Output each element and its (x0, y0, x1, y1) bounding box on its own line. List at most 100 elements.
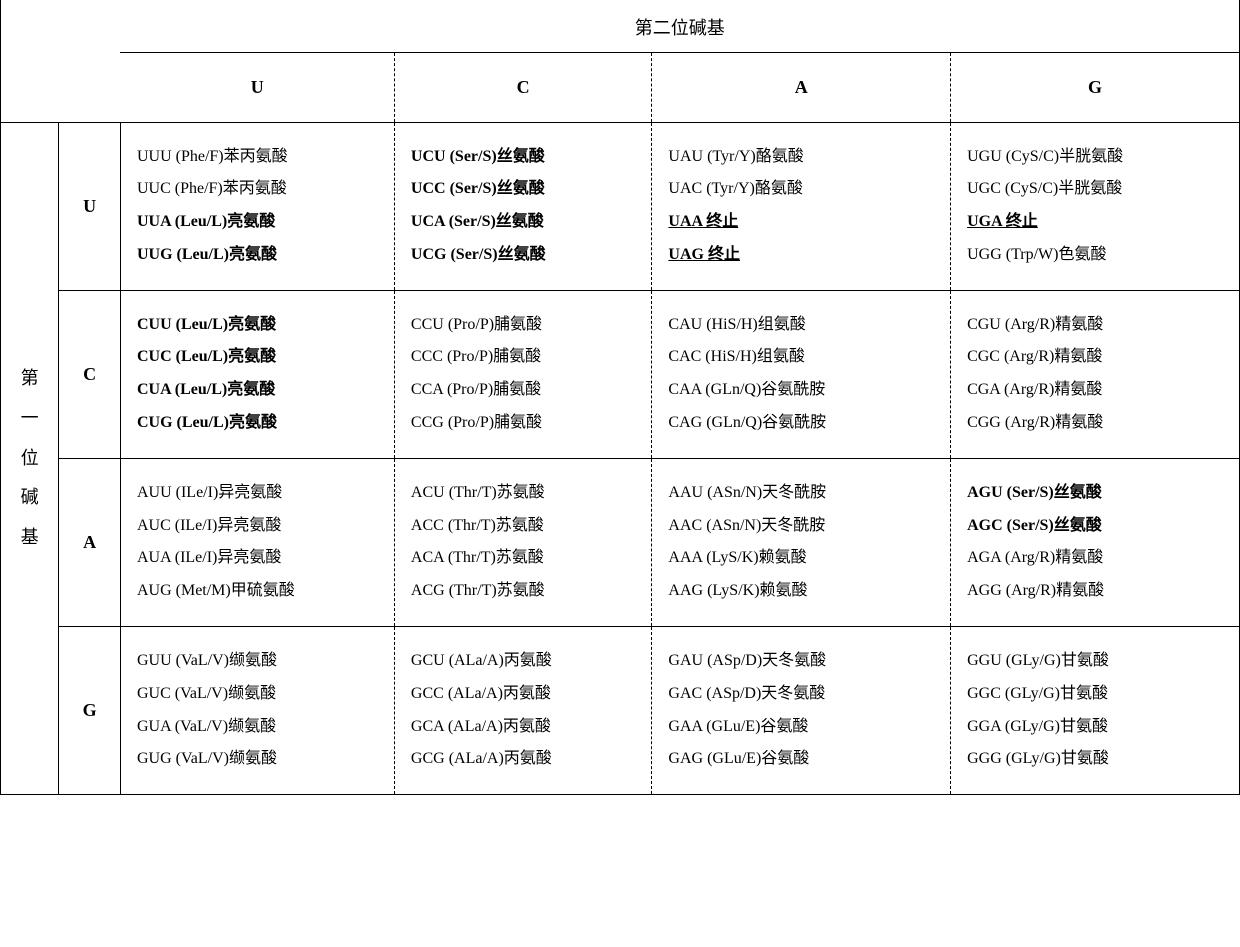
codon-AC-2: ACA (Thr/T)苏氨酸 (411, 542, 651, 575)
cell-UA: UAU (Tyr/Y)酪氨酸UAC (Tyr/Y)酪氨酸UAA 终止UAG 终止 (652, 123, 950, 290)
cell-UU: UUU (Phe/F)苯丙氨酸UUC (Phe/F)苯丙氨酸UUA (Leu/L… (121, 123, 394, 290)
col-header-C: C (394, 52, 651, 122)
row-label-G: G (59, 627, 121, 795)
top-title-row: 第二位碱基 (1, 2, 1239, 52)
codon-UG-2: UGA 终止 (967, 206, 1239, 239)
codon-UA-0: UAU (Tyr/Y)酪氨酸 (668, 141, 950, 174)
cell-AU: AUU (ILe/I)异亮氨酸AUC (ILe/I)异亮氨酸AUA (ILe/I… (121, 459, 394, 626)
codon-CG-2: CGA (Arg/R)精氨酸 (967, 374, 1239, 407)
codon-GC-0: GCU (ALa/A)丙氨酸 (411, 645, 651, 678)
ltc-2: 位 (1, 439, 58, 479)
codon-GU-2: GUA (VaL/V)缬氨酸 (137, 711, 394, 744)
cell-GA: GAU (ASp/D)天冬氨酸GAC (ASp/D)天冬氨酸GAA (GLu/E… (652, 627, 950, 794)
codon-CA-3: CAG (GLn/Q)谷氨酰胺 (668, 407, 950, 440)
codon-CU-2: CUA (Leu/L)亮氨酸 (137, 374, 394, 407)
row-label-A: A (59, 458, 121, 626)
ltc-3: 碱 (1, 478, 58, 518)
codon-GC-2: GCA (ALa/A)丙氨酸 (411, 711, 651, 744)
codon-AG-2: AGA (Arg/R)精氨酸 (967, 542, 1239, 575)
codon-CA-2: CAA (GLn/Q)谷氨酰胺 (668, 374, 950, 407)
codon-UA-3: UAG 终止 (668, 239, 950, 272)
codon-table-container: 第二位碱基 U C A G 第 一 位 碱 基 U UUU (Phe/F)苯丙氨… (0, 0, 1240, 795)
codon-CC-1: CCC (Pro/P)脯氨酸 (411, 341, 651, 374)
cell-UG: UGU (CyS/C)半胱氨酸UGC (CyS/C)半胱氨酸UGA 终止UGG … (951, 123, 1239, 290)
cell-GU: GUU (VaL/V)缬氨酸GUC (VaL/V)缬氨酸GUA (VaL/V)缬… (121, 627, 394, 794)
cell-CC: CCU (Pro/P)脯氨酸CCC (Pro/P)脯氨酸CCA (Pro/P)脯… (395, 291, 651, 458)
cell-CA: CAU (HiS/H)组氨酸CAC (HiS/H)组氨酸CAA (GLn/Q)谷… (652, 291, 950, 458)
codon-AC-3: ACG (Thr/T)苏氨酸 (411, 575, 651, 608)
row-label-C: C (59, 290, 121, 458)
codon-GA-0: GAU (ASp/D)天冬氨酸 (668, 645, 950, 678)
codon-AA-1: AAC (ASn/N)天冬酰胺 (668, 510, 950, 543)
codon-AG-1: AGC (Ser/S)丝氨酸 (967, 510, 1239, 543)
codon-UC-2: UCA (Ser/S)丝氨酸 (411, 206, 651, 239)
first-base-title-text: 第 一 位 碱 基 (1, 359, 58, 557)
codon-CG-1: CGC (Arg/R)精氨酸 (967, 341, 1239, 374)
row-C: C CUU (Leu/L)亮氨酸CUC (Leu/L)亮氨酸CUA (Leu/L… (1, 290, 1239, 458)
codon-CU-3: CUG (Leu/L)亮氨酸 (137, 407, 394, 440)
codon-UG-0: UGU (CyS/C)半胱氨酸 (967, 141, 1239, 174)
second-base-title: 第二位碱基 (120, 2, 1239, 52)
first-base-title: 第 一 位 碱 基 (1, 122, 59, 794)
cell-AG: AGU (Ser/S)丝氨酸AGC (Ser/S)丝氨酸AGA (Arg/R)精… (951, 459, 1239, 626)
codon-CU-1: CUC (Leu/L)亮氨酸 (137, 341, 394, 374)
codon-CG-0: CGU (Arg/R)精氨酸 (967, 309, 1239, 342)
codon-AC-1: ACC (Thr/T)苏氨酸 (411, 510, 651, 543)
codon-UA-1: UAC (Tyr/Y)酪氨酸 (668, 173, 950, 206)
codon-table: 第二位碱基 U C A G 第 一 位 碱 基 U UUU (Phe/F)苯丙氨… (1, 2, 1239, 794)
codon-AA-3: AAG (LyS/K)赖氨酸 (668, 575, 950, 608)
codon-UC-3: UCG (Ser/S)丝氨酸 (411, 239, 651, 272)
cell-UC: UCU (Ser/S)丝氨酸UCC (Ser/S)丝氨酸UCA (Ser/S)丝… (395, 123, 651, 290)
codon-AU-0: AUU (ILe/I)异亮氨酸 (137, 477, 394, 510)
row-G: G GUU (VaL/V)缬氨酸GUC (VaL/V)缬氨酸GUA (VaL/V… (1, 627, 1239, 795)
cell-GC: GCU (ALa/A)丙氨酸GCC (ALa/A)丙氨酸GCA (ALa/A)丙… (395, 627, 651, 794)
codon-GU-1: GUC (VaL/V)缬氨酸 (137, 678, 394, 711)
codon-CC-0: CCU (Pro/P)脯氨酸 (411, 309, 651, 342)
codon-GA-2: GAA (GLu/E)谷氨酸 (668, 711, 950, 744)
codon-GA-3: GAG (GLu/E)谷氨酸 (668, 743, 950, 776)
codon-GC-1: GCC (ALa/A)丙氨酸 (411, 678, 651, 711)
cell-AC: ACU (Thr/T)苏氨酸ACC (Thr/T)苏氨酸ACA (Thr/T)苏… (395, 459, 651, 626)
codon-GG-3: GGG (GLy/G)甘氨酸 (967, 743, 1239, 776)
codon-GG-0: GGU (GLy/G)甘氨酸 (967, 645, 1239, 678)
ltc-4: 基 (1, 518, 58, 558)
codon-GU-0: GUU (VaL/V)缬氨酸 (137, 645, 394, 678)
codon-AC-0: ACU (Thr/T)苏氨酸 (411, 477, 651, 510)
col-header-G: G (951, 52, 1239, 122)
col-header-U: U (120, 52, 394, 122)
codon-CC-2: CCA (Pro/P)脯氨酸 (411, 374, 651, 407)
codon-UG-3: UGG (Trp/W)色氨酸 (967, 239, 1239, 272)
codon-UC-1: UCC (Ser/S)丝氨酸 (411, 173, 651, 206)
codon-UU-3: UUG (Leu/L)亮氨酸 (137, 239, 394, 272)
codon-UU-0: UUU (Phe/F)苯丙氨酸 (137, 141, 394, 174)
codon-GG-1: GGC (GLy/G)甘氨酸 (967, 678, 1239, 711)
codon-AG-3: AGG (Arg/R)精氨酸 (967, 575, 1239, 608)
codon-GU-3: GUG (VaL/V)缬氨酸 (137, 743, 394, 776)
cell-GG: GGU (GLy/G)甘氨酸GGC (GLy/G)甘氨酸GGA (GLy/G)甘… (951, 627, 1239, 794)
codon-UC-0: UCU (Ser/S)丝氨酸 (411, 141, 651, 174)
codon-CC-3: CCG (Pro/P)脯氨酸 (411, 407, 651, 440)
ltc-0: 第 (1, 359, 58, 399)
codon-AA-0: AAU (ASn/N)天冬酰胺 (668, 477, 950, 510)
cell-CG: CGU (Arg/R)精氨酸CGC (Arg/R)精氨酸CGA (Arg/R)精… (951, 291, 1239, 458)
col-header-row: U C A G (1, 52, 1239, 122)
cell-CU: CUU (Leu/L)亮氨酸CUC (Leu/L)亮氨酸CUA (Leu/L)亮… (121, 291, 394, 458)
codon-AG-0: AGU (Ser/S)丝氨酸 (967, 477, 1239, 510)
ltc-1: 一 (1, 399, 58, 439)
codon-CA-1: CAC (HiS/H)组氨酸 (668, 341, 950, 374)
codon-AU-3: AUG (Met/M)甲硫氨酸 (137, 575, 394, 608)
codon-CG-3: CGG (Arg/R)精氨酸 (967, 407, 1239, 440)
codon-GA-1: GAC (ASp/D)天冬氨酸 (668, 678, 950, 711)
corner-blank (1, 2, 120, 122)
codon-UA-2: UAA 终止 (668, 206, 950, 239)
codon-UG-1: UGC (CyS/C)半胱氨酸 (967, 173, 1239, 206)
codon-CA-0: CAU (HiS/H)组氨酸 (668, 309, 950, 342)
cell-AA: AAU (ASn/N)天冬酰胺AAC (ASn/N)天冬酰胺AAA (LyS/K… (652, 459, 950, 626)
codon-CU-0: CUU (Leu/L)亮氨酸 (137, 309, 394, 342)
codon-UU-2: UUA (Leu/L)亮氨酸 (137, 206, 394, 239)
row-label-U: U (59, 122, 121, 290)
col-header-A: A (652, 52, 951, 122)
codon-AA-2: AAA (LyS/K)赖氨酸 (668, 542, 950, 575)
codon-GG-2: GGA (GLy/G)甘氨酸 (967, 711, 1239, 744)
row-A: A AUU (ILe/I)异亮氨酸AUC (ILe/I)异亮氨酸AUA (ILe… (1, 458, 1239, 626)
